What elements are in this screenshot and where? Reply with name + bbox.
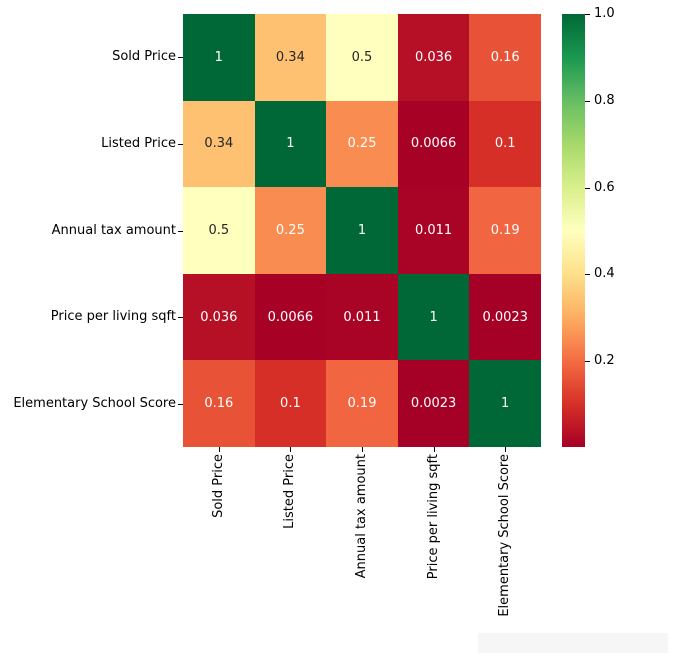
y-tick-mark (178, 317, 183, 319)
y-tick-label: Annual tax amount (51, 222, 176, 238)
heatmap-cell: 1 (254, 100, 327, 188)
cell-value-annotation: 0.16 (204, 396, 234, 412)
cell-value-annotation: 0.1 (280, 396, 301, 412)
heatmap-cell: 0.011 (326, 273, 398, 361)
y-tick-mark (178, 230, 183, 232)
heatmap-cell: 0.1 (469, 100, 541, 188)
colorbar-tick-label: 0.8 (594, 92, 615, 108)
colorbar-tick-label: 0.2 (594, 353, 615, 369)
heatmap-cell: 0.19 (326, 360, 398, 447)
heatmap-cell: 1 (397, 273, 470, 361)
heatmap-cell: 1 (183, 14, 255, 101)
x-tick-label: Price per living sqft (425, 454, 441, 580)
heatmap-cell: 0.5 (326, 14, 398, 101)
y-tick-label: Elementary School Score (13, 395, 176, 411)
y-tick-mark (178, 403, 183, 405)
cell-value-annotation: 1 (501, 396, 510, 412)
cell-value-annotation: 1 (214, 49, 223, 65)
cell-value-annotation: 0.25 (275, 222, 305, 238)
x-tick-mark (290, 447, 292, 452)
heatmap-cell: 0.0023 (469, 273, 541, 361)
heatmap-grid: 1 0.34 0.5 0.036 0.16 0.34 1 0.25 0.0066 0.1 0.5 0.… (183, 14, 541, 447)
heatmap-cell: 0.011 (397, 187, 470, 274)
colorbar-gradient (562, 14, 585, 447)
colorbar-tick-mark (585, 187, 590, 189)
cell-value-annotation: 0.5 (351, 49, 373, 65)
cell-value-annotation: 0.19 (347, 396, 377, 412)
heatmap-cell: 0.0066 (397, 100, 470, 188)
heatmap-cell: 0.0066 (254, 273, 327, 361)
y-tick-label: Price per living sqft (50, 309, 176, 325)
cell-value-annotation: 1 (429, 309, 438, 325)
cell-value-annotation: 0.19 (490, 222, 520, 238)
stray-artifact-box (478, 633, 668, 653)
cell-value-annotation: 0.16 (490, 49, 520, 65)
colorbar-tick-mark (585, 14, 590, 15)
heatmap-cell: 0.19 (469, 187, 541, 274)
heatmap-cell: 0.34 (183, 100, 255, 188)
cell-value-annotation: 1 (286, 136, 295, 152)
heatmap-cell: 0.036 (183, 273, 255, 361)
cell-value-annotation: 0.34 (204, 136, 234, 152)
y-tick-mark (178, 57, 183, 59)
heatmap-cell: 1 (326, 187, 398, 274)
y-tick-mark (178, 143, 183, 145)
cell-value-annotation: 0.011 (343, 309, 381, 325)
x-tick-label: Annual tax amount (354, 454, 369, 579)
cell-value-annotation: 0.0066 (410, 136, 457, 152)
cell-value-annotation: 0.0023 (410, 396, 457, 412)
cell-value-annotation: 0.5 (208, 222, 230, 238)
y-tick-label: Sold Price (112, 49, 176, 65)
cell-value-annotation: 0.036 (414, 49, 453, 65)
x-tick-mark (218, 447, 220, 452)
x-tick-mark (433, 447, 435, 452)
cell-value-annotation: 0.1 (494, 136, 516, 152)
cell-value-annotation: 0.036 (200, 309, 238, 325)
x-tick-mark (362, 447, 363, 452)
heatmap-cell: 0.25 (326, 100, 398, 188)
cell-value-annotation: 0.0066 (267, 309, 314, 325)
heatmap-cell: 0.0023 (397, 360, 470, 447)
heatmap-cell: 0.34 (254, 14, 327, 101)
colorbar-tick-label: 1.0 (594, 6, 615, 21)
cell-value-annotation: 1 (357, 222, 367, 238)
cell-value-annotation: 0.25 (347, 136, 377, 152)
x-tick-label: Sold Price (210, 454, 226, 518)
colorbar-tick-mark (585, 274, 590, 276)
heatmap-cell: 0.5 (183, 187, 255, 274)
colorbar-tick-mark (585, 361, 590, 363)
colorbar-tick-label: 0.4 (594, 266, 615, 282)
heatmap-cell: 0.16 (469, 14, 541, 101)
x-tick-mark (505, 447, 507, 452)
cell-value-annotation: 0.011 (414, 222, 453, 238)
heatmap-cell: 0.25 (254, 187, 327, 274)
x-tick-label: Listed Price (282, 454, 298, 529)
heatmap-cell: 0.16 (183, 360, 255, 447)
colorbar-tick-label: 0.6 (594, 179, 615, 195)
colorbar-tick-mark (585, 100, 590, 102)
heatmap-cell: 0.036 (397, 14, 470, 101)
x-tick-label: Elementary School Score (497, 454, 513, 617)
cell-value-annotation: 0.34 (275, 49, 305, 65)
heatmap-cell: 0.1 (254, 360, 327, 447)
y-tick-label: Listed Price (101, 135, 176, 151)
heatmap-cell: 1 (469, 360, 541, 447)
cell-value-annotation: 0.0023 (482, 309, 528, 325)
